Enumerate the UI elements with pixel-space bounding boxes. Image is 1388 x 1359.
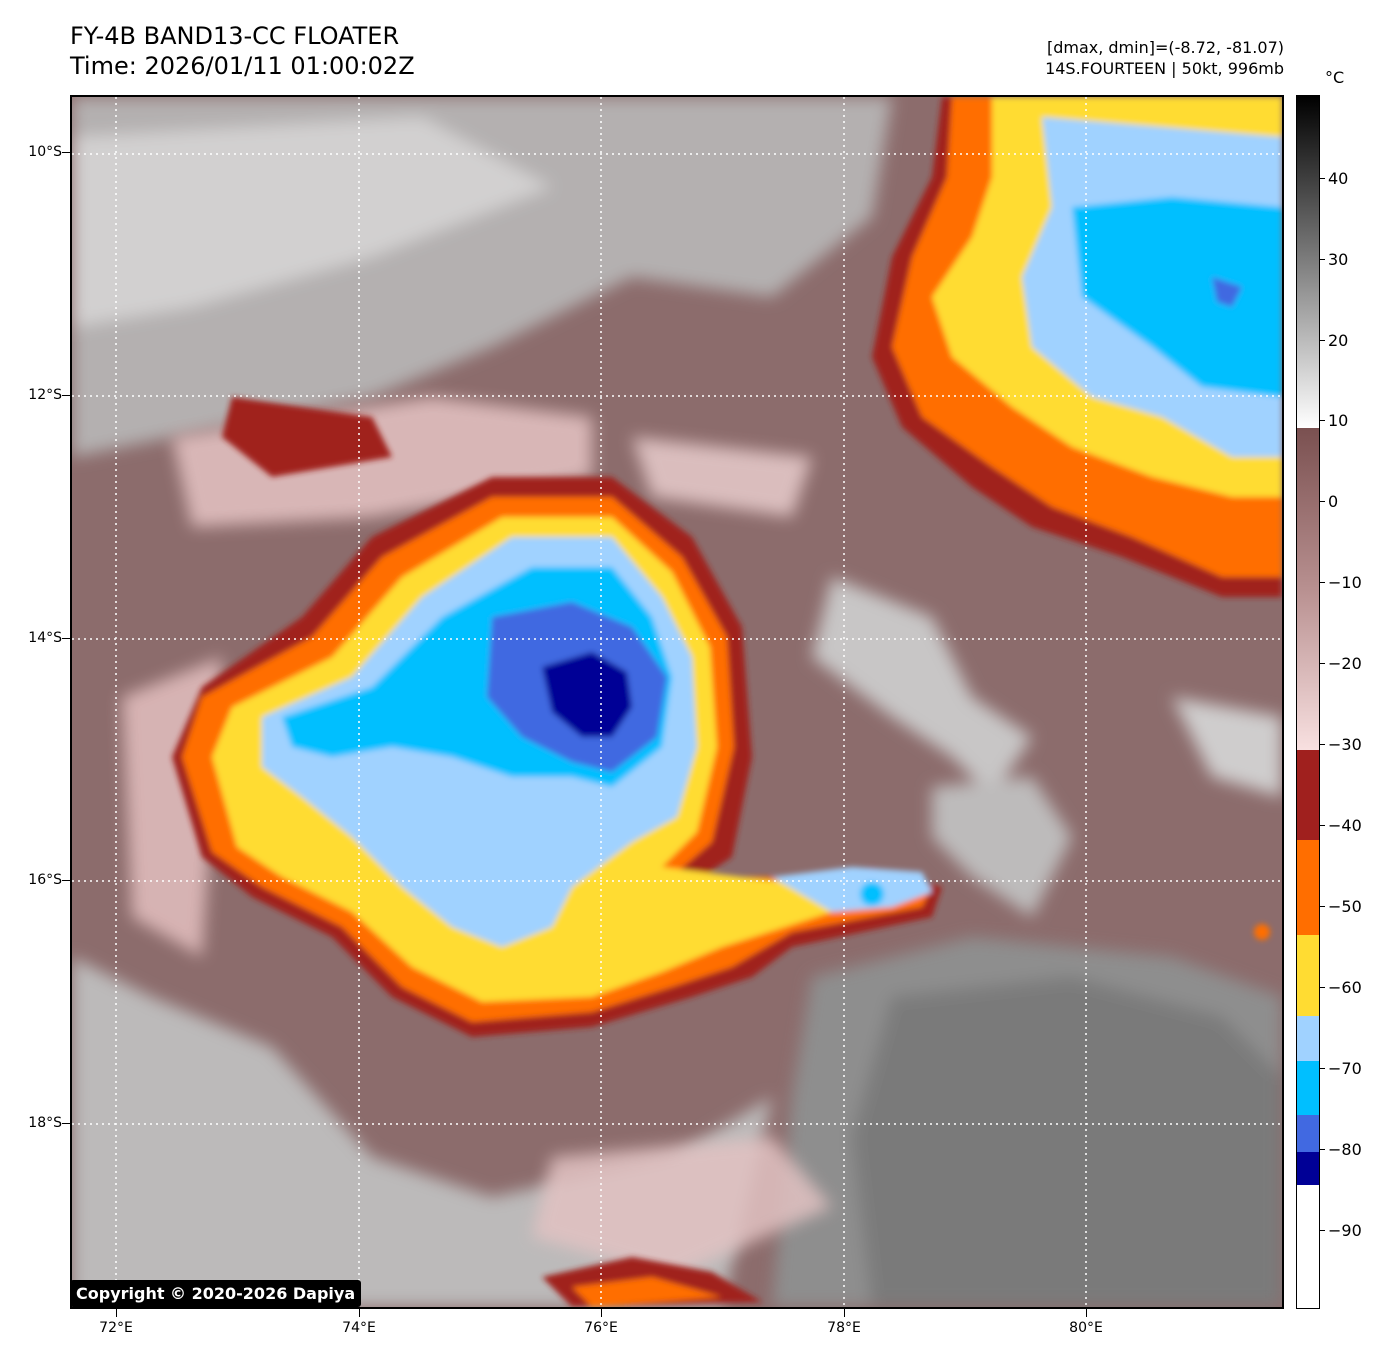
colorbar-tick-minus80: −80 (1328, 1140, 1362, 1159)
colorbar-tick-minus30: −30 (1328, 735, 1362, 754)
colorbar-tick-minus10: −10 (1328, 573, 1362, 592)
colorbar-tick-minus50: −50 (1328, 897, 1362, 916)
colorbar-tick-minus20: −20 (1328, 654, 1362, 673)
lat-label-16s: 16°S (28, 872, 62, 888)
lat-tick (62, 1123, 70, 1124)
colorbar-tick-20: 20 (1328, 331, 1349, 350)
lat-label-10s: 10°S (28, 144, 62, 160)
lat-label-12s: 12°S (28, 387, 62, 403)
satellite-image-map[interactable] (70, 95, 1284, 1309)
gray-cloud-areas (72, 97, 1282, 1307)
lat-lon-grid (72, 97, 1282, 1307)
colorbar-tick-minus70: −70 (1328, 1059, 1362, 1078)
colorbar-mark (1320, 1230, 1325, 1231)
lon-label-72e: 72°E (99, 1320, 133, 1336)
colorbar-tick-minus90: −90 (1328, 1221, 1362, 1240)
colorbar-mark (1320, 987, 1325, 988)
colorbar-tick-0: 0 (1328, 492, 1339, 511)
colorbar-tick-minus60: −60 (1328, 978, 1362, 997)
colorbar-mark (1320, 663, 1325, 664)
lon-label-74e: 74°E (342, 1320, 376, 1336)
colorbar-mark (1320, 906, 1325, 907)
colorbar-tick-40: 40 (1328, 169, 1349, 188)
lon-tick (359, 1309, 360, 1317)
copyright-label: Copyright © 2020-2026 Dapiya (70, 1280, 362, 1307)
lat-tick (62, 880, 70, 881)
colorbar-mark (1320, 420, 1325, 421)
colorbar-mark (1320, 501, 1325, 502)
colorbar-tick-minus40: −40 (1328, 816, 1362, 835)
lon-label-76e: 76°E (584, 1320, 618, 1336)
colorbar-gradient (1297, 96, 1319, 1308)
lon-tick (844, 1309, 845, 1317)
satellite-imagery (72, 97, 1282, 1307)
chart-title: FY-4B BAND13-CC FLOATER (70, 22, 400, 50)
lon-label-80e: 80°E (1069, 1320, 1103, 1336)
lat-tick (62, 638, 70, 639)
lon-tick (601, 1309, 602, 1317)
colorbar-mark (1320, 825, 1325, 826)
lon-tick (1086, 1309, 1087, 1317)
colorbar-mark (1320, 582, 1325, 583)
lat-tick (62, 152, 70, 153)
lon-label-78e: 78°E (827, 1320, 861, 1336)
lat-tick (62, 395, 70, 396)
colorbar-mark (1320, 1068, 1325, 1069)
colorbar-tick-10: 10 (1328, 411, 1349, 430)
colorbar-mark (1320, 259, 1325, 260)
lon-tick (116, 1309, 117, 1317)
lat-label-14s: 14°S (28, 630, 62, 646)
colorbar (1296, 95, 1320, 1309)
colorbar-tick-30: 30 (1328, 250, 1349, 269)
lat-label-18s: 18°S (28, 1115, 62, 1131)
storm-info: 14S.FOURTEEN | 50kt, 996mb (1045, 59, 1284, 78)
dmax-dmin-readout: [dmax, dmin]=(-8.72, -81.07) (1046, 38, 1284, 57)
colorbar-unit: °C (1325, 68, 1345, 87)
timestamp: Time: 2026/01/11 01:00:02Z (70, 52, 415, 80)
colorbar-mark (1320, 178, 1325, 179)
colorbar-mark (1320, 744, 1325, 745)
colorbar-mark (1320, 340, 1325, 341)
colorbar-mark (1320, 1149, 1325, 1150)
